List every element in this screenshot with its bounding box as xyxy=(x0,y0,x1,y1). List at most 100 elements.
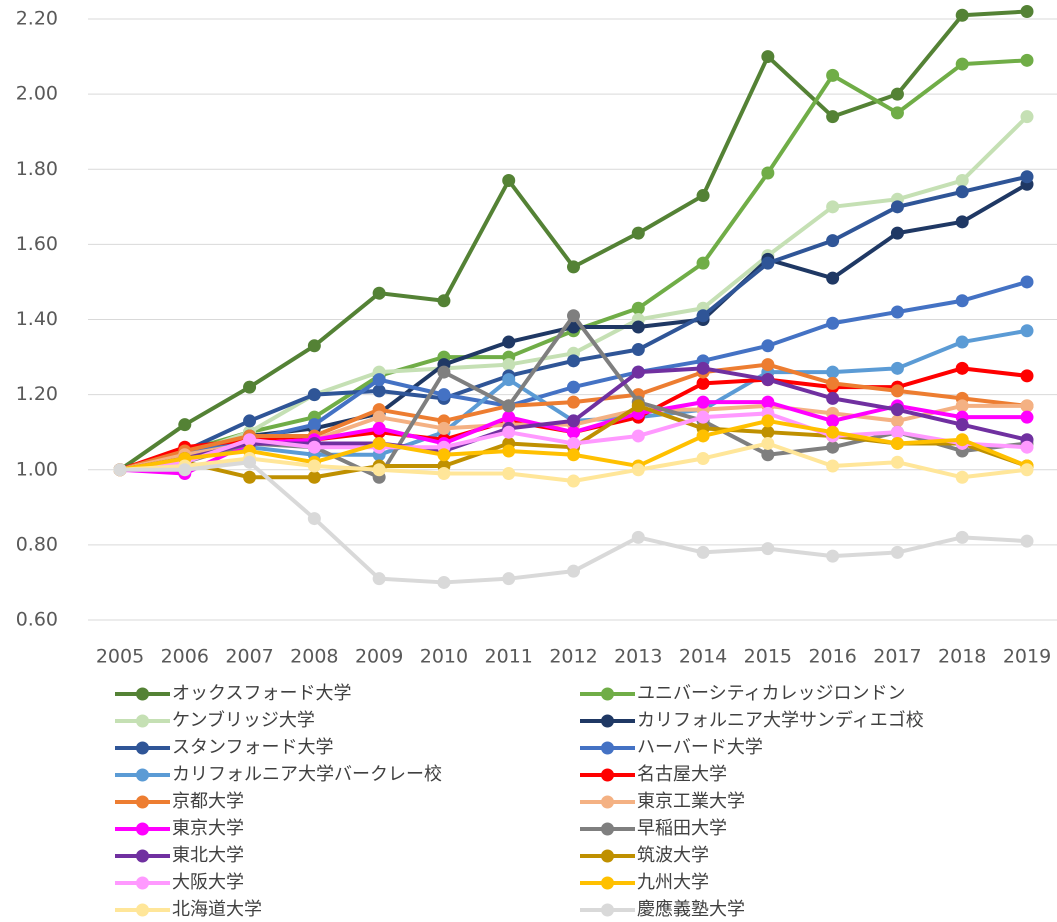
point xyxy=(567,425,580,439)
x-tick-label: 2017 xyxy=(873,646,921,668)
point xyxy=(955,8,969,22)
point xyxy=(955,335,969,349)
x-tick-label: 2013 xyxy=(614,646,662,668)
point xyxy=(890,384,904,398)
point xyxy=(631,429,645,443)
point xyxy=(890,425,904,439)
point xyxy=(955,185,969,199)
point xyxy=(826,68,840,82)
point xyxy=(696,395,710,409)
point xyxy=(890,106,904,120)
legend-marker xyxy=(136,741,149,755)
point xyxy=(567,260,580,274)
y-tick-label: 2.20 xyxy=(16,8,58,30)
point xyxy=(243,380,257,394)
point xyxy=(631,463,645,477)
point xyxy=(696,189,710,203)
point xyxy=(890,200,904,214)
point xyxy=(826,549,840,563)
point xyxy=(890,414,904,428)
point xyxy=(826,365,840,379)
point xyxy=(567,320,580,334)
x-tick-label: 2005 xyxy=(96,646,144,668)
legend-marker xyxy=(601,876,614,890)
point xyxy=(1020,170,1034,184)
legend-marker xyxy=(136,714,149,728)
legend-label: ケンブリッジ大学 xyxy=(172,709,315,731)
point xyxy=(955,174,969,188)
legend-label: 東京大学 xyxy=(172,818,244,839)
point xyxy=(955,361,969,375)
y-tick-label: 1.80 xyxy=(16,158,58,180)
point xyxy=(826,414,840,428)
point xyxy=(307,512,321,526)
point xyxy=(955,470,969,484)
point xyxy=(372,373,386,387)
point xyxy=(178,463,192,477)
point xyxy=(307,388,321,402)
series xyxy=(113,455,1034,589)
point xyxy=(1020,399,1034,413)
point xyxy=(567,436,580,450)
point xyxy=(761,50,775,64)
point xyxy=(502,444,516,458)
point xyxy=(761,425,775,439)
point xyxy=(826,316,840,330)
legend-label: 筑波大学 xyxy=(637,845,709,866)
legend-label: 東京工業大学 xyxy=(637,791,745,812)
point xyxy=(696,376,710,390)
legend-label: オックスフォード大学 xyxy=(172,683,351,704)
point xyxy=(1020,53,1034,67)
point xyxy=(437,467,451,481)
y-tick-label: 1.00 xyxy=(16,458,58,480)
point xyxy=(1020,410,1034,424)
point xyxy=(955,294,969,308)
point xyxy=(1020,4,1034,18)
point xyxy=(890,361,904,375)
legend-marker xyxy=(136,822,149,836)
point xyxy=(502,467,516,481)
point xyxy=(372,410,386,424)
point xyxy=(372,572,386,586)
x-tick-label: 2019 xyxy=(1003,646,1051,668)
legend-label: カリフォルニア大学バークレー校 xyxy=(172,764,442,785)
point xyxy=(955,57,969,71)
x-tick-label: 2008 xyxy=(290,646,338,668)
legend-label: 東北大学 xyxy=(172,845,244,866)
x-tick-label: 2016 xyxy=(808,646,856,668)
legend-marker xyxy=(601,714,614,728)
point xyxy=(890,455,904,469)
point xyxy=(890,305,904,319)
point xyxy=(372,421,386,435)
point xyxy=(307,440,321,454)
y-tick-label: 0.60 xyxy=(16,609,58,631)
point xyxy=(567,309,580,323)
legend-label: 名古屋大学 xyxy=(637,764,727,785)
point xyxy=(696,256,710,270)
point xyxy=(567,564,580,578)
point xyxy=(437,388,451,402)
legend-marker xyxy=(136,876,149,890)
point xyxy=(761,358,775,372)
point xyxy=(502,358,516,372)
point xyxy=(826,271,840,285)
point xyxy=(178,418,192,432)
point xyxy=(437,448,451,462)
point xyxy=(761,542,775,556)
legend-marker xyxy=(136,768,149,782)
point xyxy=(567,414,580,428)
y-tick-label: 1.20 xyxy=(16,383,58,405)
point xyxy=(113,463,127,477)
point xyxy=(761,436,775,450)
point xyxy=(826,440,840,454)
legend-label: 早稲田大学 xyxy=(637,818,727,839)
y-tick-label: 2.00 xyxy=(16,83,58,105)
y-tick-label: 1.40 xyxy=(16,308,58,330)
point xyxy=(1020,275,1034,289)
legend-marker xyxy=(601,687,614,701)
point xyxy=(826,376,840,390)
point xyxy=(567,395,580,409)
point xyxy=(567,354,580,368)
point xyxy=(631,301,645,315)
legend-label: 北海道大学 xyxy=(172,899,262,920)
